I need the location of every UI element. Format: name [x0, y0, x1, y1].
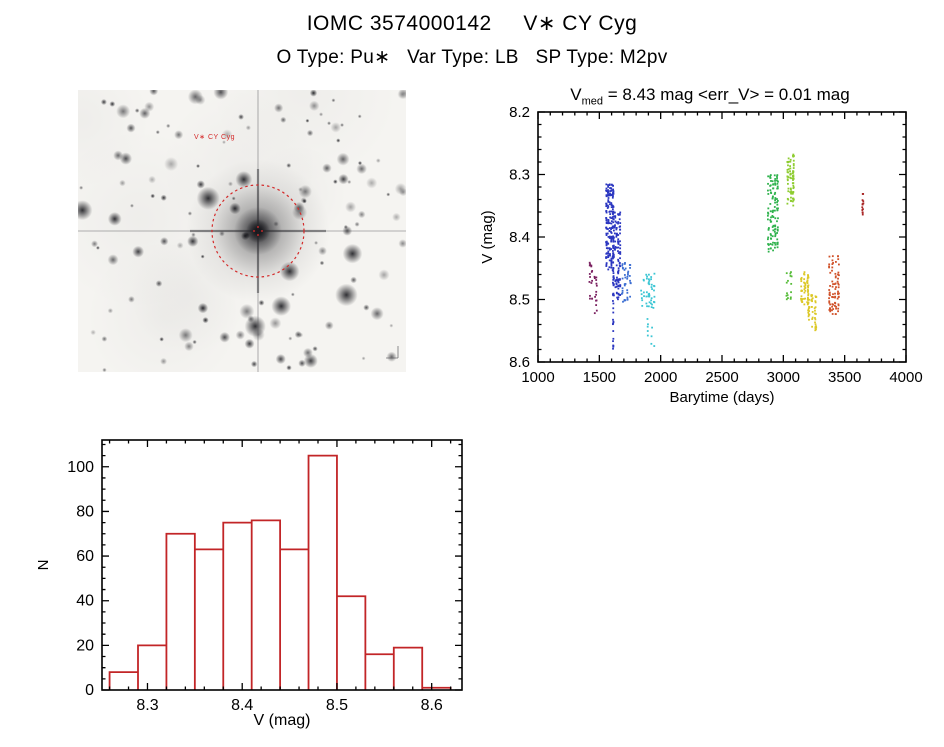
lightcurve-title: Vmed = 8.43 mag <err_V> = 0.01 mag — [494, 85, 926, 107]
page-title: IOMC 3574000142 V∗ CY Cyg — [306, 12, 638, 35]
lightcurve-title-rest: = 8.43 mag <err_V> = 0.01 mag — [603, 85, 850, 104]
lightcurve-plot — [496, 103, 926, 403]
lightcurve-title-v: V — [570, 85, 582, 104]
finding-chart-star-label: V∗ CY Cyg — [194, 134, 235, 141]
histogram-xlabel: V (mag) — [253, 712, 311, 729]
finding-chart: V∗ CY Cyg — [78, 90, 406, 372]
page-subtitle: O Type: Pu∗ Var Type: LB SP Type: M2pv — [276, 47, 668, 68]
histogram-plot — [60, 431, 480, 731]
finding-chart-image — [78, 90, 406, 372]
histogram-ylabel: N — [35, 559, 52, 571]
lightcurve-ylabel: V (mag) — [479, 210, 496, 264]
lightcurve-xlabel: Barytime (days) — [669, 389, 775, 406]
